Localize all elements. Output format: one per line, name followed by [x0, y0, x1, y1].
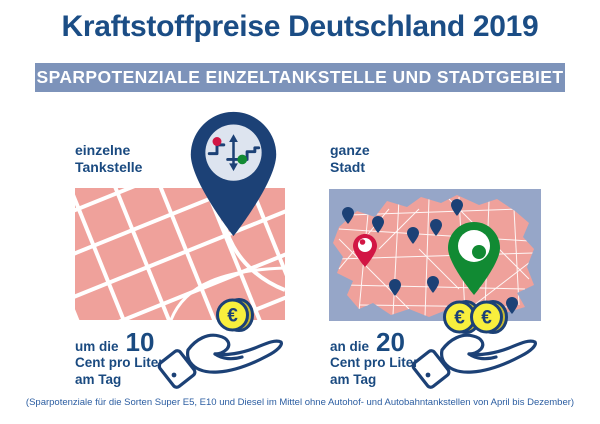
station-pin-icon	[430, 219, 442, 236]
footnote: (Sparpotenziale für die Sorten Super E5,…	[25, 397, 575, 408]
savings-prefix: an die	[330, 339, 370, 354]
panel-label-line: einzelne	[75, 142, 131, 158]
panel-label-single-station: einzelne Tankstelle	[75, 142, 142, 176]
savings-prefix: um die	[75, 339, 119, 354]
page-title: Kraftstoffpreise Deutschland 2019	[61, 10, 539, 43]
panel-label-whole-city: ganze Stadt	[330, 142, 370, 176]
cuff-button	[425, 372, 431, 378]
station-pin-icon	[427, 276, 439, 293]
euro-symbol: €	[227, 306, 238, 327]
savings-unit: Cent pro Liter	[330, 355, 419, 370]
cuff-button	[171, 372, 177, 378]
street-grid	[75, 188, 285, 320]
savings-value: 10	[125, 327, 155, 357]
station-pin-icon	[389, 279, 401, 296]
panel-label-line: Tankstelle	[75, 158, 143, 175]
euro-symbol: €	[454, 308, 465, 329]
station-pin-icon	[407, 227, 419, 244]
euro-symbol: €	[481, 308, 492, 329]
station-pin-icon	[506, 297, 518, 314]
panel-label-line: Stadt	[330, 158, 365, 175]
savings-period: am Tag	[75, 371, 122, 387]
expensive-station-pin-icon	[353, 234, 377, 267]
panel-label-line: ganze	[330, 142, 370, 158]
open-hand-icon	[411, 333, 537, 389]
open-hand-icon	[157, 333, 283, 389]
subtitle-banner: SPARPOTENZIALE EINZELTANKSTELLE UND STAD…	[35, 63, 565, 92]
high-price-dot	[212, 137, 222, 146]
cheap-station-pin-icon	[448, 222, 500, 295]
station-pin-icon	[342, 207, 354, 224]
station-pin-icon	[372, 216, 384, 233]
savings-value: 20	[376, 327, 405, 357]
savings-single-station: um die 10 Cent pro Liter am Tag	[75, 329, 195, 389]
euro-coin-icon: €	[216, 298, 254, 332]
savings-unit: Cent pro Liter	[75, 355, 164, 370]
station-pins	[342, 199, 518, 314]
station-pin-icon	[451, 199, 463, 216]
savings-period: am Tag	[330, 371, 377, 387]
low-price-dot	[237, 154, 248, 165]
savings-whole-city: an die 20 Cent pro Liter am Tag	[330, 329, 450, 389]
city-map-whole-city	[329, 189, 541, 321]
euro-coin-icon: €	[470, 300, 508, 334]
price-fluctuation-pin-icon	[190, 111, 277, 237]
